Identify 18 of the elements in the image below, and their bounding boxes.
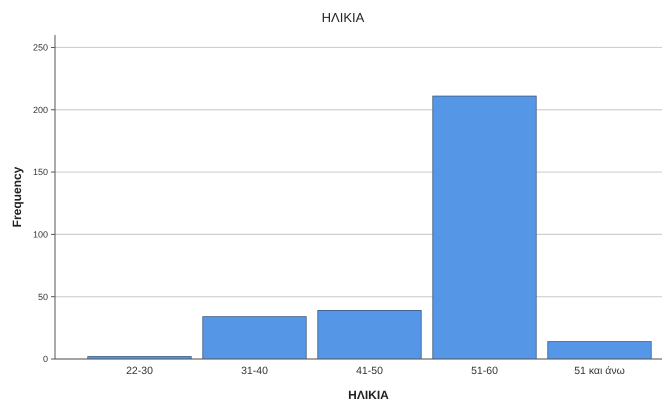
y-tick-label: 100 <box>32 230 48 240</box>
y-tick-label: 150 <box>32 167 48 178</box>
y-axis-title: Frequency <box>10 166 24 228</box>
y-tick-label: 200 <box>32 104 48 115</box>
bar <box>202 316 307 360</box>
x-tick-label: 31-40 <box>241 365 268 377</box>
x-tick-label: 41-50 <box>356 365 384 377</box>
y-tick-label: 50 <box>38 292 48 302</box>
bar <box>317 310 422 360</box>
y-tick-label: 250 <box>32 42 48 53</box>
x-tick-label: 51 και άνω <box>574 365 625 377</box>
x-tick-label: 22-30 <box>126 365 154 377</box>
chart-title: ΗΛΙΚΙΑ <box>322 10 365 25</box>
bar <box>547 341 652 360</box>
y-tick-label: 0 <box>42 354 48 364</box>
x-axis-title: ΗΛΙΚΙΑ <box>348 388 390 402</box>
bar <box>432 96 537 360</box>
x-tick-label: 51-60 <box>471 365 498 377</box>
